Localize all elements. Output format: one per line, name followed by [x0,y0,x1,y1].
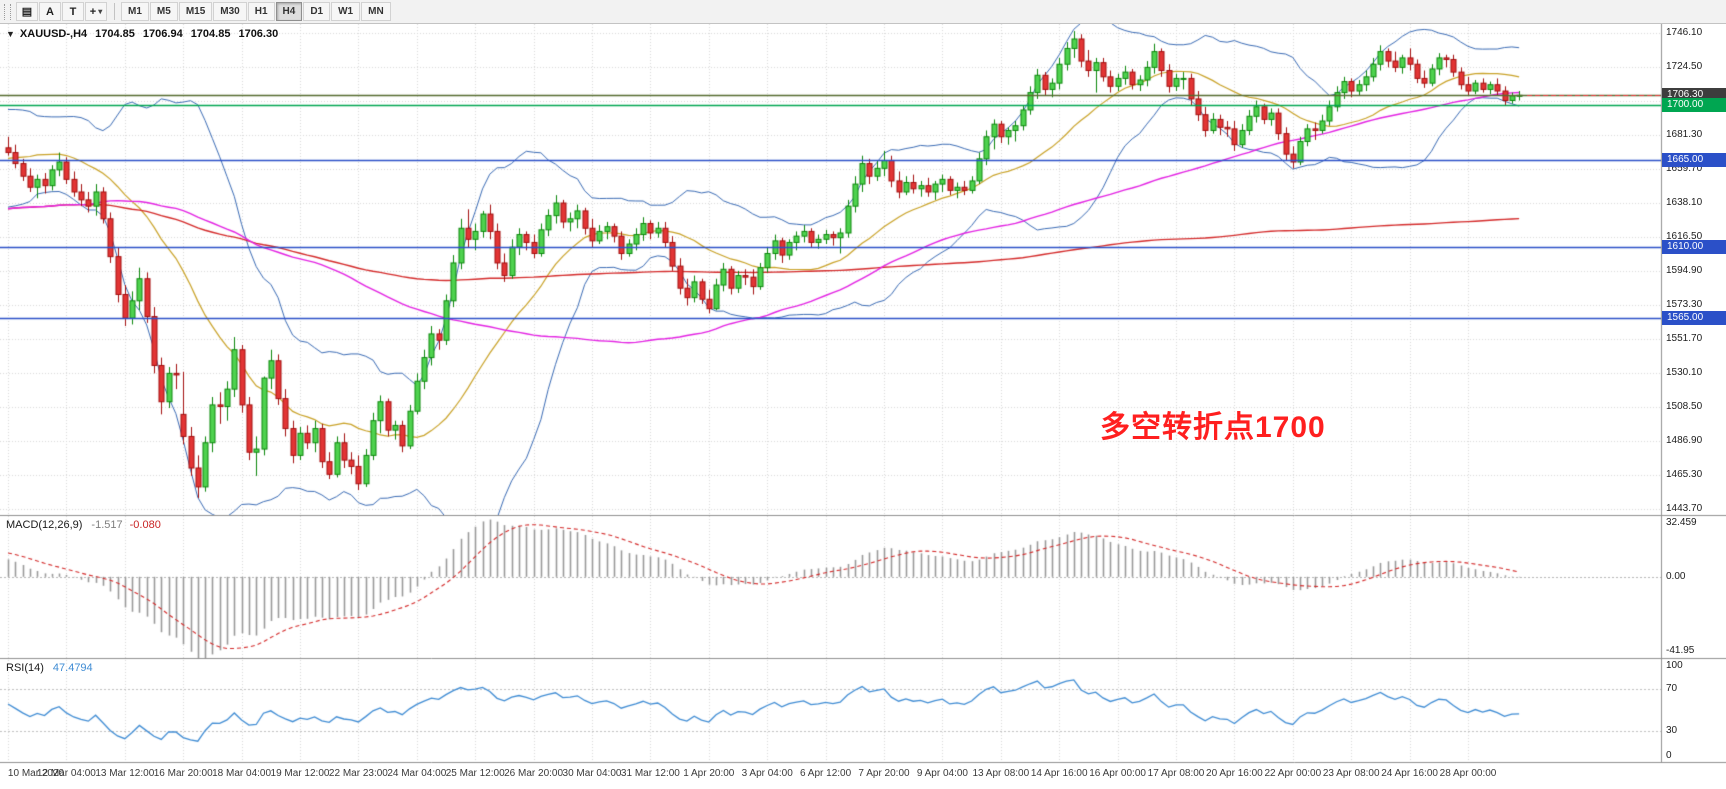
main-toolbar: ▤ A T + ▾ M1 M5 M15 M30 H1 H4 D1 W1 MN [0,0,1726,24]
toolbar-grip-handle[interactable] [4,3,11,20]
toolbar-separator [114,3,115,20]
text-tool-button[interactable]: T [62,2,84,21]
timeframe-d1-button[interactable]: D1 [303,2,331,21]
timeframe-m30-button[interactable]: M30 [213,2,247,21]
chart-area: ▼ XAUUSD-,H4 1704.85 1706.94 1704.85 1706.30 … [0,24,1726,789]
price-chart-canvas[interactable] [0,24,1726,789]
arrow-tool-button[interactable]: A [39,2,61,21]
chart-list-icon[interactable]: ▤ [16,2,38,21]
caret-down-icon: ▾ [98,7,103,16]
timeframe-m5-button[interactable]: M5 [149,2,178,21]
crosshair-icon: + [89,5,97,18]
crosshair-tool-button[interactable]: + ▾ [85,2,107,21]
timeframe-mn-button[interactable]: MN [361,2,391,21]
timeframe-m15-button[interactable]: M15 [178,2,213,21]
timeframe-h4-button[interactable]: H4 [275,2,303,21]
timeframe-m1-button[interactable]: M1 [121,2,149,21]
timeframe-h1-button[interactable]: H1 [247,2,275,21]
timeframe-w1-button[interactable]: W1 [331,2,361,21]
